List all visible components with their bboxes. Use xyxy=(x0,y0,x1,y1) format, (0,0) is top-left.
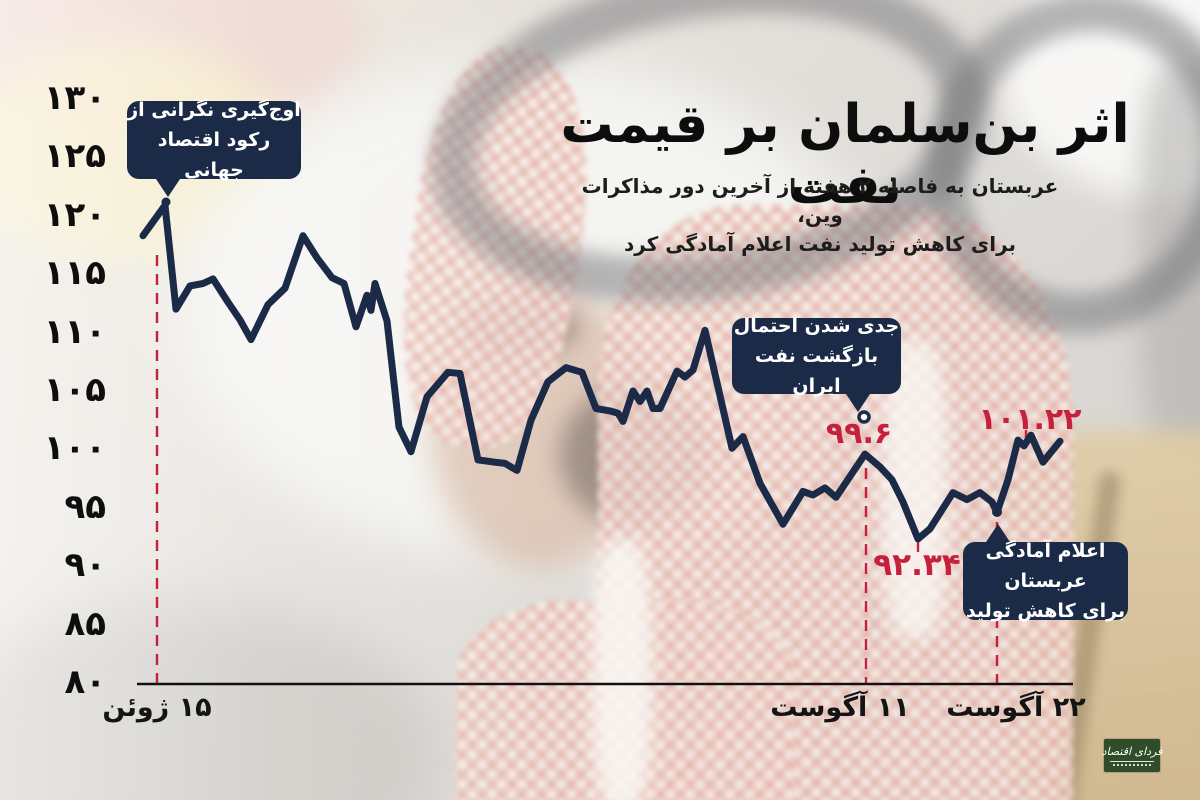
y-axis-tick-label: ۱۱۰ xyxy=(43,311,106,352)
price-label-92-34: ۹۲.۳۴ xyxy=(873,547,961,583)
bubble-pointer-icon xyxy=(156,179,180,197)
annotation-iran-return-bubble: جدی شدن احتمال بازگشت نفت ایران xyxy=(732,315,901,412)
saudi-announcement-dot xyxy=(992,507,1002,517)
y-axis-tick-label: ۹۰ xyxy=(64,545,106,586)
logo-divider xyxy=(1110,760,1154,762)
y-axis-tick-label: ۸۵ xyxy=(64,603,106,644)
publisher-logo-wordmark: فردای اقتصاد xyxy=(1101,744,1163,758)
jun15-peak-dot xyxy=(161,197,171,207)
bubble-pointer-icon xyxy=(986,524,1010,542)
price-label-99-6: ۹۹.۶ xyxy=(825,416,893,451)
annotation-saudi-cut-bubble: اعلام آمادگی عربستان برای کاهش تولید xyxy=(963,524,1128,622)
iran-annotation-dot xyxy=(857,410,871,424)
x-axis-date-label: ۱۵ ژوئن xyxy=(102,692,212,723)
oil-price-line xyxy=(139,201,1064,543)
y-axis-tick-label: ۱۰۰ xyxy=(43,428,106,469)
y-axis-tick-label: ۱۲۰ xyxy=(43,194,106,235)
bubble-pointer-icon xyxy=(846,394,870,412)
price-label-101-22: ۱۰۱.۲۲ xyxy=(978,402,1082,437)
annotation-recession-bubble: اوج‌گیری نگرانی از رکود اقتصاد جهانی xyxy=(127,99,301,197)
annotation-line: اوج‌گیری نگرانی از xyxy=(127,99,301,121)
subtitle-line-1: عربستان به فاصله ۲ هفته از آخرین دور مذا… xyxy=(581,174,1059,227)
y-axis-tick-label: ۱۱۵ xyxy=(43,253,106,294)
y-axis-tick-label: ۱۳۰ xyxy=(43,78,106,118)
annotation-line: اعلام آمادگی عربستان xyxy=(985,540,1106,592)
y-axis-tick-label: ۸۰ xyxy=(64,662,106,702)
publisher-logo: فردای اقتصاد xyxy=(1101,739,1163,772)
y-axis-tick-label: ۱۲۵ xyxy=(43,136,106,177)
y-axis-tick-label: ۱۰۵ xyxy=(43,370,106,410)
x-axis-date-label: ۲۲ آگوست xyxy=(946,692,1086,723)
logo-tagline-mark xyxy=(1113,763,1151,766)
annotation-line: بازگشت نفت ایران xyxy=(754,345,879,397)
annotation-line: رکود اقتصاد جهانی xyxy=(157,129,271,181)
subtitle-line-2: برای کاهش تولید نفت اعلام آمادگی کرد xyxy=(623,232,1017,256)
annotation-line: جدی شدن احتمال xyxy=(733,315,900,337)
page-title: اثر بن‌سلمان بر قیمت نفت xyxy=(560,94,1130,216)
y-axis-tick-label: ۹۵ xyxy=(64,486,106,527)
x-axis-date-label: ۱۱ آگوست xyxy=(770,692,910,723)
page-subtitle: عربستان به فاصله ۲ هفته از آخرین دور مذا… xyxy=(570,172,1070,259)
annotation-line: برای کاهش تولید xyxy=(965,600,1126,622)
